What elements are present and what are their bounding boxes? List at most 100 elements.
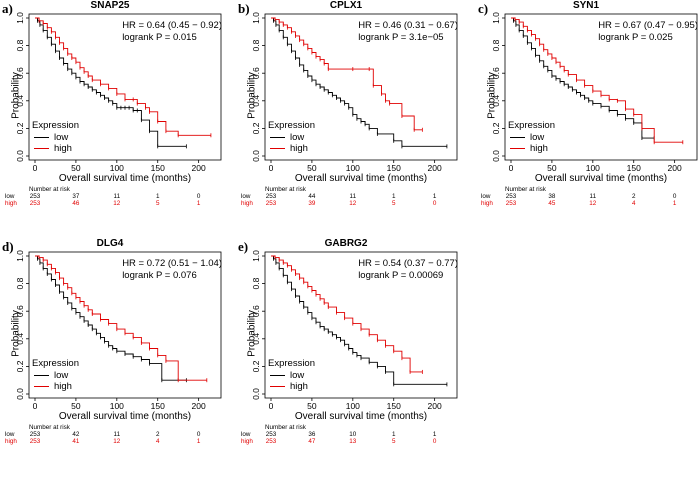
legend-swatch-high (270, 386, 285, 387)
x-axis-label: Overall survival time (months) (294, 411, 428, 422)
risk-low-count: 2 (631, 193, 636, 200)
x-tick-label: 50 (307, 401, 317, 411)
logrank-p: logrank P = 0.00069 (358, 269, 444, 281)
risk-high-count: 4 (155, 438, 160, 445)
legend-label-high: high (54, 143, 72, 154)
panel-label: a) (2, 1, 13, 16)
risk-low-count: 11 (349, 193, 357, 200)
x-tick-label: 200 (428, 163, 442, 173)
hazard-ratio: HR = 0.72 (0.51 − 1.04) (122, 258, 222, 269)
y-tick-label: 0.0 (15, 150, 25, 162)
chart-title: CPLX1 (329, 0, 363, 11)
hr-stats: HR = 0.72 (0.51 − 1.04) logrank P = 0.076 (122, 258, 222, 281)
km-panel-syn1: 0.0 0.2 0.4 0.6 0.8 1.0 0 50 100 150 200 c) SYN1 HR =… (476, 0, 700, 238)
y-tick-label: 0.0 (251, 150, 261, 162)
x-tick-label: 100 (586, 163, 600, 173)
risk-label-high: high (5, 438, 17, 445)
risk-low-count: 1 (391, 431, 396, 438)
risk-table: Number at risk low high 253 253 36 47 10 13 1 5 1 0 (241, 424, 457, 448)
x-axis-label: Overall survival time (months) (58, 411, 192, 422)
legend-swatch-low (510, 137, 525, 138)
y-axis-label: Probability (246, 72, 258, 119)
x-tick-label: 50 (307, 163, 317, 173)
x-tick-label: 100 (110, 163, 124, 173)
km-panel-gabrg2: 0.0 0.2 0.4 0.6 0.8 1.0 0 50 100 150 200 e) GABRG2 HR… (236, 238, 466, 476)
y-tick-label: 0.2 (251, 360, 261, 372)
risk-high-count: 1 (672, 200, 677, 207)
plot-frame (28, 251, 222, 399)
y-tick-label: 0.6 (251, 305, 261, 317)
km-panel-cplx1: 0.0 0.2 0.4 0.6 0.8 1.0 0 50 100 150 200 b) CPLX1 HR … (236, 0, 466, 238)
hr-stats: HR = 0.54 (0.37 − 0.77) logrank P = 0.000… (358, 258, 458, 281)
x-tick-label: 150 (387, 163, 401, 173)
risk-low-count: 11 (589, 193, 597, 200)
risk-low-count: 0 (196, 193, 201, 200)
y-tick-label: 0.8 (15, 277, 25, 289)
plot-frame (264, 13, 458, 161)
risk-label-low: low (5, 431, 15, 438)
legend-title: Expression (268, 120, 315, 131)
y-axis-label: Probability (486, 72, 498, 119)
legend-title: Expression (32, 358, 79, 369)
risk-high-count: 1 (196, 438, 201, 445)
x-tick-label: 100 (346, 163, 360, 173)
risk-low-count: 11 (113, 193, 121, 200)
legend-label-high: high (54, 381, 72, 392)
risk-high-count: 253 (265, 438, 277, 445)
risk-header: Number at risk (265, 186, 306, 193)
y-tick-label: 0.8 (15, 39, 25, 51)
risk-low-count: 42 (72, 431, 80, 438)
y-tick-label: 0.2 (15, 360, 25, 372)
risk-low-count: 253 (29, 431, 41, 438)
logrank-p: logrank P = 0.076 (122, 269, 197, 281)
panel-label: d) (2, 239, 14, 254)
risk-high-count: 47 (308, 438, 316, 445)
legend-label-low: low (530, 132, 545, 143)
y-tick-label: 0.4 (251, 95, 261, 107)
legend-swatch-low (34, 375, 49, 376)
risk-high-count: 253 (29, 200, 41, 207)
legend-swatch-high (510, 148, 525, 149)
risk-high-count: 253 (265, 200, 277, 207)
y-tick-label: 0.8 (491, 39, 501, 51)
risk-label-high: high (241, 438, 253, 445)
km-plot: 0.0 0.2 0.4 0.6 0.8 1.0 0 50 100 150 200 (15, 12, 222, 173)
logrank-p: logrank P = 3.1e−05 (358, 31, 444, 43)
risk-label-low: low (241, 431, 251, 438)
risk-header: Number at risk (29, 424, 70, 431)
legend-label-low: low (290, 132, 305, 143)
hazard-ratio: HR = 0.46 (0.31 − 0.67) (358, 20, 458, 31)
legend-item-high: high (32, 143, 79, 154)
y-tick-label: 0.4 (491, 95, 501, 107)
risk-low-count: 1 (391, 193, 396, 200)
risk-low-count: 38 (548, 193, 556, 200)
risk-high-count: 253 (29, 438, 41, 445)
y-tick-label: 0.0 (491, 150, 501, 162)
risk-low-count: 1 (432, 431, 437, 438)
risk-high-count: 12 (113, 200, 121, 207)
survival-curve-high (35, 17, 211, 136)
logrank-p: logrank P = 0.025 (598, 31, 673, 43)
legend-label-low: low (54, 370, 69, 381)
plot-frame (264, 251, 458, 399)
x-tick-label: 0 (33, 401, 38, 411)
risk-high-count: 5 (155, 200, 160, 207)
survival-curve-high (35, 255, 207, 381)
chart-title: GABRG2 (324, 238, 368, 249)
y-axis-label: Probability (246, 310, 258, 357)
y-tick-label: 0.8 (251, 39, 261, 51)
risk-low-count: 2 (155, 431, 160, 438)
chart-title: SNAP25 (90, 0, 130, 11)
legend: Expression low high (268, 120, 315, 154)
y-tick-label: 0.6 (251, 67, 261, 79)
x-tick-label: 50 (547, 163, 557, 173)
y-tick-label: 0.6 (15, 67, 25, 79)
risk-low-count: 10 (349, 431, 357, 438)
risk-label-high: high (241, 200, 253, 207)
legend-swatch-low (270, 137, 285, 138)
risk-low-count: 0 (196, 431, 201, 438)
risk-high-count: 46 (72, 200, 80, 207)
risk-high-count: 0 (432, 200, 437, 207)
risk-low-count: 36 (308, 431, 316, 438)
legend-title: Expression (268, 358, 315, 369)
